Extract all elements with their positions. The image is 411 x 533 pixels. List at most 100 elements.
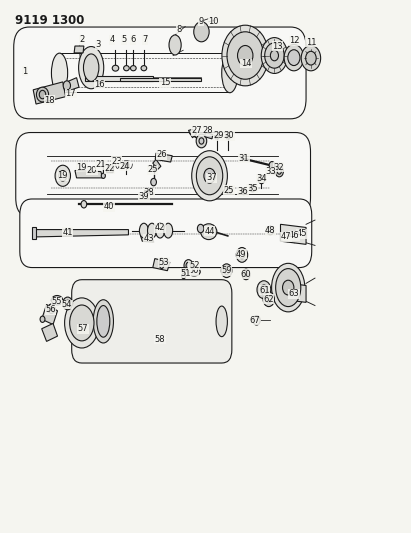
Ellipse shape <box>275 166 283 177</box>
Ellipse shape <box>188 268 200 276</box>
Ellipse shape <box>196 157 223 195</box>
Text: 32: 32 <box>273 163 284 172</box>
Ellipse shape <box>182 273 186 279</box>
Text: 13: 13 <box>272 42 283 51</box>
Ellipse shape <box>50 306 53 311</box>
Ellipse shape <box>201 224 217 240</box>
Text: 41: 41 <box>62 228 73 237</box>
Ellipse shape <box>265 43 284 68</box>
Text: 35: 35 <box>247 184 257 193</box>
Text: 1: 1 <box>23 67 28 76</box>
FancyBboxPatch shape <box>16 133 310 217</box>
Polygon shape <box>144 191 151 195</box>
Ellipse shape <box>184 260 193 271</box>
Ellipse shape <box>148 223 157 238</box>
Text: 58: 58 <box>155 335 165 344</box>
Ellipse shape <box>194 22 209 42</box>
Text: 36: 36 <box>238 187 248 196</box>
Ellipse shape <box>51 295 63 305</box>
Ellipse shape <box>93 300 113 343</box>
Ellipse shape <box>37 87 48 102</box>
Text: 34: 34 <box>256 174 267 183</box>
Ellipse shape <box>55 165 71 187</box>
Ellipse shape <box>276 269 301 306</box>
Text: 54: 54 <box>62 300 72 309</box>
Text: 14: 14 <box>241 59 251 68</box>
Ellipse shape <box>258 175 265 184</box>
Ellipse shape <box>222 53 238 93</box>
Polygon shape <box>151 166 156 169</box>
Polygon shape <box>189 130 196 138</box>
Text: 62: 62 <box>263 295 274 304</box>
Ellipse shape <box>63 297 72 310</box>
Text: 44: 44 <box>204 227 215 236</box>
Polygon shape <box>281 282 306 302</box>
Ellipse shape <box>253 316 260 325</box>
Text: 31: 31 <box>239 154 249 163</box>
Ellipse shape <box>288 50 300 66</box>
Text: 22: 22 <box>104 164 115 173</box>
Ellipse shape <box>216 306 227 337</box>
Text: 9119 1300: 9119 1300 <box>15 14 84 27</box>
Text: 46: 46 <box>289 231 299 240</box>
Text: 39: 39 <box>139 192 149 201</box>
Ellipse shape <box>270 50 279 61</box>
Text: 27: 27 <box>191 126 202 135</box>
Ellipse shape <box>266 295 272 303</box>
Text: 60: 60 <box>240 270 251 279</box>
Text: 8: 8 <box>176 25 182 34</box>
Polygon shape <box>280 224 306 244</box>
Polygon shape <box>42 324 58 342</box>
Text: 25: 25 <box>224 185 234 195</box>
Text: 52: 52 <box>189 261 199 270</box>
Text: 10: 10 <box>208 17 219 26</box>
Ellipse shape <box>284 44 304 71</box>
Ellipse shape <box>222 25 268 86</box>
Text: 19: 19 <box>58 171 68 180</box>
Ellipse shape <box>141 66 147 71</box>
Ellipse shape <box>242 269 250 280</box>
Text: 28: 28 <box>202 126 213 135</box>
Text: 38: 38 <box>143 188 154 197</box>
Text: 4: 4 <box>110 35 115 44</box>
Text: 67: 67 <box>249 316 260 325</box>
Text: 50: 50 <box>188 266 199 275</box>
Ellipse shape <box>199 138 204 144</box>
Ellipse shape <box>221 264 232 278</box>
Ellipse shape <box>156 223 164 238</box>
Text: 30: 30 <box>224 131 234 140</box>
Ellipse shape <box>65 300 70 306</box>
Ellipse shape <box>79 46 104 89</box>
Text: 11: 11 <box>306 38 316 47</box>
Text: 49: 49 <box>236 250 247 259</box>
FancyBboxPatch shape <box>72 280 232 363</box>
Ellipse shape <box>196 134 207 148</box>
Ellipse shape <box>227 32 263 79</box>
Text: 48: 48 <box>265 226 276 235</box>
Text: 63: 63 <box>289 289 299 298</box>
Polygon shape <box>226 136 231 139</box>
Ellipse shape <box>277 169 281 174</box>
Text: 25: 25 <box>148 165 158 174</box>
Ellipse shape <box>186 262 191 269</box>
Ellipse shape <box>112 65 119 71</box>
Polygon shape <box>182 268 186 270</box>
Ellipse shape <box>124 66 129 71</box>
Polygon shape <box>74 46 84 53</box>
Ellipse shape <box>250 185 255 192</box>
Ellipse shape <box>239 251 245 259</box>
Polygon shape <box>155 153 172 162</box>
Polygon shape <box>120 78 201 81</box>
Text: 29: 29 <box>213 131 224 140</box>
Ellipse shape <box>76 306 88 337</box>
Polygon shape <box>33 82 66 104</box>
Text: 61: 61 <box>259 286 270 295</box>
Text: 2: 2 <box>79 35 85 44</box>
Ellipse shape <box>261 38 288 74</box>
Text: 57: 57 <box>78 324 88 333</box>
Ellipse shape <box>267 227 274 235</box>
Text: 7: 7 <box>142 35 148 44</box>
Ellipse shape <box>139 223 148 238</box>
Ellipse shape <box>151 179 157 186</box>
Text: 45: 45 <box>297 229 307 238</box>
